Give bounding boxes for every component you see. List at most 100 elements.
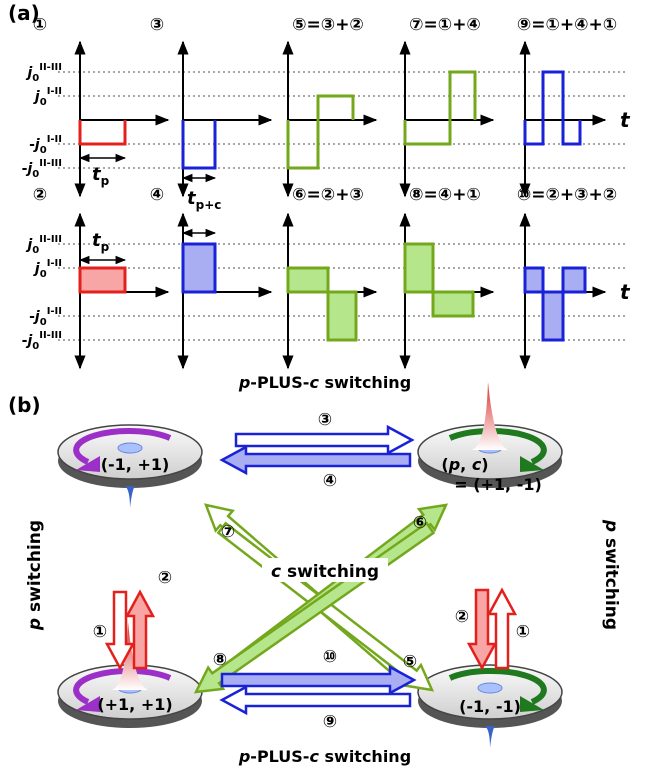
level-sub: 0: [40, 145, 47, 156]
block-arrow: [222, 447, 410, 473]
pulse: [183, 244, 215, 292]
state-label: (+1, +1): [97, 695, 172, 714]
switching-title-part: p: [238, 373, 250, 392]
arrow-label: ②: [158, 568, 172, 588]
level-sub: 0: [40, 97, 47, 108]
arrow-label: ①: [93, 622, 107, 642]
pulse: [525, 72, 580, 144]
level-sup: I-II: [47, 306, 62, 317]
panel-title: ④: [150, 185, 164, 205]
pulse: [433, 292, 473, 316]
state-key-part: p: [448, 455, 460, 474]
level-sup: II-III: [39, 158, 62, 169]
t-label: t: [620, 280, 631, 304]
level-sup: II-III: [39, 62, 62, 73]
duration-sub: p: [101, 240, 110, 254]
t-label: t: [620, 108, 631, 132]
pulse: [405, 72, 475, 144]
p-switching: p switching: [25, 520, 45, 631]
switching-title-part: switching: [319, 747, 411, 766]
panel-label: (b): [8, 393, 41, 417]
pulse: [525, 268, 543, 292]
level-sub: 0: [32, 341, 39, 352]
arrow-label: ⑥: [413, 513, 427, 533]
level-sub: 0: [32, 73, 39, 84]
arrow-label: ⑤: [403, 652, 417, 672]
panel-title: ③: [150, 15, 164, 35]
state-label: = (+1, -1): [454, 475, 542, 494]
panel-title: ⑦=①+④: [409, 15, 481, 35]
core-tail: [485, 726, 495, 748]
level-label: j0I-II: [33, 258, 62, 280]
duration-label: tp: [92, 230, 110, 254]
level-label: j0I-II: [33, 86, 62, 108]
arrow-label: ⑩: [323, 647, 337, 667]
level-sub: 0: [40, 317, 47, 328]
pulse: [80, 268, 125, 292]
p-switching: p switching: [601, 519, 621, 630]
arrow-label: ⑦: [221, 522, 235, 542]
level-sup: II-III: [39, 234, 62, 245]
c-switching: c switching: [271, 562, 379, 582]
p-switching-part: switching: [25, 520, 45, 618]
switching-title: p-PLUS-c switching: [238, 373, 411, 392]
level-label: -j0I-II: [29, 306, 62, 328]
level-sub: 0: [40, 269, 47, 280]
pulse: [543, 292, 563, 340]
switching-title-part: switching: [319, 373, 411, 392]
core-tail: [125, 486, 135, 508]
pulse: [328, 292, 356, 340]
duration-sub: p+c: [196, 198, 222, 212]
pulse: [80, 120, 125, 144]
arrow-label: ②: [455, 607, 469, 627]
core: [118, 443, 142, 453]
panel-title: ⑥=②+③: [292, 185, 364, 205]
level-label: j0II-III: [25, 62, 62, 84]
switching-title: p-PLUS-c switching: [238, 747, 411, 766]
level-label: -j0II-III: [22, 158, 62, 180]
switching-title-part: -PLUS-: [250, 373, 309, 392]
block-arrow: [469, 590, 495, 668]
state-key-part: (: [441, 455, 448, 474]
p-switching-part: switching: [601, 532, 621, 630]
c-switching-part: switching: [281, 562, 379, 582]
p-switching-part: p: [601, 519, 621, 532]
duration-label: tp: [92, 164, 110, 188]
level-sup: I-II: [47, 258, 62, 269]
block-arrow: [489, 590, 515, 668]
figure: (a)j0II-IIIj0I-II-j0I-II-j0II-III①③⑤=③+②…: [0, 0, 650, 771]
level-sub: 0: [32, 169, 39, 180]
level-sub: 0: [32, 245, 39, 256]
switching-title-part: p: [238, 747, 250, 766]
arrow-label: ⑧: [213, 650, 227, 670]
arrow-label: ⑨: [323, 712, 337, 732]
level-label: -j0II-III: [22, 330, 62, 352]
level-sup: II-III: [39, 330, 62, 341]
arrow-label: ①: [516, 622, 530, 642]
state-key-part: ): [481, 455, 488, 474]
level-label: -j0I-II: [29, 134, 62, 156]
duration-sub: p: [101, 174, 110, 188]
switching-title-part: -PLUS-: [250, 747, 309, 766]
state-key: (p, c): [441, 455, 488, 474]
p-switching-part: p: [25, 618, 45, 631]
panel-title: ①: [33, 15, 47, 35]
level-sup: I-II: [47, 86, 62, 97]
panel-title: ⑧=④+①: [409, 185, 481, 205]
pulse: [405, 244, 433, 292]
state-label: (-1, +1): [101, 455, 170, 474]
block-arrow: [236, 427, 412, 453]
c-switching-part: c: [271, 562, 281, 582]
state-label: (-1, -1): [459, 697, 521, 716]
pulse: [288, 268, 328, 292]
panel-title: ⑤=③+②: [292, 15, 364, 35]
pulse: [288, 96, 353, 168]
panel-title: ②: [33, 185, 47, 205]
level-label: j0II-III: [25, 234, 62, 256]
level-sup: I-II: [47, 134, 62, 145]
panel-title: ⑨=①+④+①: [517, 15, 617, 35]
core: [478, 683, 502, 693]
block-arrow: [222, 687, 410, 713]
panel-title: ⑩=②+③+②: [517, 185, 617, 205]
block-arrow: [222, 667, 414, 693]
